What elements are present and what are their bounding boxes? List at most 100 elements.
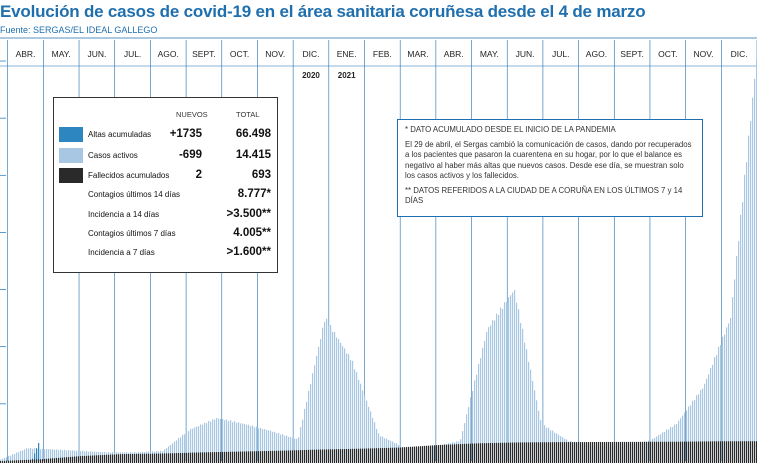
bar-casos-activos (202, 424, 204, 461)
bar-fallecidos-acumulados (716, 441, 718, 463)
bar-casos-activos (350, 360, 352, 461)
bar-fallecidos-acumulados (360, 448, 362, 463)
bar-fallecidos-acumulados (610, 441, 612, 463)
bar-fallecidos-acumulados (114, 454, 116, 463)
bar-fallecidos-acumulados (144, 453, 146, 463)
bar-casos-activos (68, 450, 70, 461)
bar-casos-activos (282, 434, 284, 461)
bar-fallecidos-acumulados (8, 460, 10, 463)
bar-fallecidos-acumulados (336, 449, 338, 463)
bar-fallecidos-acumulados (180, 452, 182, 463)
bar-fallecidos-acumulados (574, 442, 576, 463)
bar-fallecidos-acumulados (204, 452, 206, 463)
bar-casos-activos (8, 455, 10, 461)
bar-fallecidos-acumulados (538, 442, 540, 463)
bar-fallecidos-acumulados (50, 458, 52, 463)
bar-casos-activos (718, 346, 720, 461)
bar-fallecidos-acumulados (186, 452, 188, 463)
legend-extra-value: 8.777* (237, 188, 271, 200)
bar-fallecidos-acumulados (602, 441, 604, 463)
bar-casos-activos (194, 427, 196, 461)
note-sergas-change: El 29 de abril, el Sergas cambió la comu… (405, 139, 692, 181)
bar-casos-activos (80, 451, 82, 461)
series-fallecidos-acumulados (0, 441, 757, 463)
x-axis-month-labels: MAR. ABR. MAY. JUN. JUL. AGO. SEPT. OCT. NOV. DIC… (0, 49, 748, 59)
bar-casos-activos (378, 433, 380, 461)
bar-fallecidos-acumulados (428, 445, 430, 463)
bar-casos-activos (300, 427, 302, 461)
bar-fallecidos-acumulados (128, 454, 130, 463)
bar-fallecidos-acumulados (618, 441, 620, 463)
bar-fallecidos-acumulados (260, 451, 262, 463)
bar-casos-activos (270, 430, 272, 461)
bar-casos-activos (690, 405, 692, 461)
bar-fallecidos-acumulados (746, 441, 748, 463)
bar-fallecidos-acumulados (464, 443, 466, 463)
bar-casos-activos (724, 334, 726, 461)
bar-fallecidos-acumulados (42, 459, 44, 463)
bar-fallecidos-acumulados (14, 460, 16, 463)
bar-fallecidos-acumulados (2, 460, 4, 463)
month-tick-label: MAR. (407, 49, 428, 59)
bar-fallecidos-acumulados (6, 460, 8, 463)
bar-casos-activos (730, 317, 732, 461)
bar-fallecidos-acumulados (596, 442, 598, 463)
bar-fallecidos-acumulados (450, 444, 452, 463)
bar-fallecidos-acumulados (396, 447, 398, 463)
bar-casos-activos (736, 255, 738, 461)
bar-casos-activos (496, 313, 498, 461)
bar-casos-activos (262, 429, 264, 461)
bar-fallecidos-acumulados (426, 445, 428, 463)
bar-casos-activos (330, 325, 332, 461)
bar-fallecidos-acumulados (488, 443, 490, 463)
bar-fallecidos-acumulados (356, 448, 358, 463)
bar-fallecidos-acumulados (622, 441, 624, 463)
bar-fallecidos-acumulados (334, 449, 336, 463)
bar-fallecidos-acumulados (502, 442, 504, 463)
bar-casos-activos (226, 419, 228, 461)
bar-casos-activos (464, 423, 466, 461)
bar-fallecidos-acumulados (160, 453, 162, 463)
bar-casos-activos (240, 423, 242, 461)
bar-fallecidos-acumulados (474, 443, 476, 463)
bar-fallecidos-acumulados (58, 457, 60, 463)
bar-fallecidos-acumulados (264, 451, 266, 463)
bar-casos-activos (54, 449, 56, 461)
bar-casos-activos (512, 292, 514, 461)
bar-casos-activos (376, 429, 378, 461)
bar-fallecidos-acumulados (736, 441, 738, 463)
bar-casos-activos (490, 325, 492, 461)
bar-fallecidos-acumulados (470, 443, 472, 463)
bar-casos-activos (738, 241, 740, 461)
bar-fallecidos-acumulados (38, 459, 40, 463)
bar-casos-activos (0, 459, 2, 461)
bar-fallecidos-acumulados (248, 451, 250, 463)
bar-casos-activos (310, 383, 312, 461)
bar-fallecidos-acumulados (46, 458, 48, 463)
bar-fallecidos-acumulados (658, 441, 660, 463)
month-tick-label: MAY. (52, 49, 71, 59)
bar-fallecidos-acumulados (456, 444, 458, 463)
bar-fallecidos-acumulados (740, 441, 742, 463)
bar-fallecidos-acumulados (120, 454, 122, 463)
bar-casos-activos (734, 279, 736, 461)
bar-casos-activos (500, 307, 502, 461)
month-tick-label: FEB. (373, 49, 392, 59)
bar-fallecidos-acumulados (74, 456, 76, 463)
bar-fallecidos-acumulados (110, 454, 112, 463)
bar-fallecidos-acumulados (268, 450, 270, 463)
bar-casos-activos (484, 341, 486, 461)
bar-fallecidos-acumulados (620, 441, 622, 463)
bar-fallecidos-acumulados (284, 450, 286, 463)
bar-casos-activos (322, 327, 324, 461)
bar-fallecidos-acumulados (704, 441, 706, 463)
bar-fallecidos-acumulados (156, 453, 158, 463)
bar-casos-activos (250, 426, 252, 461)
bar-fallecidos-acumulados (350, 448, 352, 463)
bar-casos-activos (538, 410, 540, 461)
bar-fallecidos-acumulados (130, 453, 132, 463)
legend-row-altas: Altas acumuladas +1735 66.498 (54, 127, 279, 145)
bar-fallecidos-acumulados (20, 460, 22, 463)
bar-fallecidos-acumulados (606, 441, 608, 463)
bar-fallecidos-acumulados (274, 450, 276, 463)
